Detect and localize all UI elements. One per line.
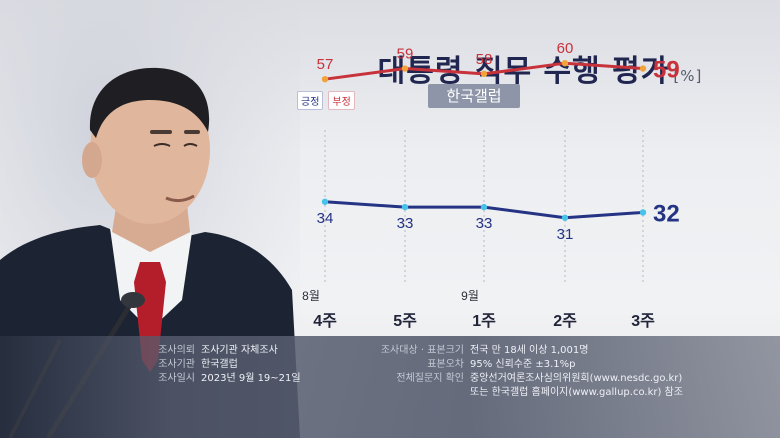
footer-row: 표본오차 95% 신뢰수준 ±3.1%p [364, 355, 576, 370]
negative-point [561, 60, 569, 67]
negative-data-label: 57 [317, 56, 334, 73]
negative-point [321, 75, 329, 83]
negative-point [639, 65, 647, 72]
unit-label: [%] [673, 67, 703, 85]
footer-key: 조사의뢰 [158, 345, 195, 356]
negative-data-label: 58 [476, 51, 493, 68]
footer-value: 2023년 9월 19~21일 [201, 373, 301, 384]
footer-row: 조사의뢰 조사기관 자체조사 [145, 341, 278, 356]
footer-row: 조사기관 한국갤럽 [145, 355, 238, 370]
legend: 긍정 부정 [297, 91, 355, 110]
negative-latest-value: 59 [653, 57, 680, 84]
chart-title: 대통령 직무 수행 평가 [%] [330, 46, 750, 90]
category-label: 2주 [553, 312, 577, 330]
month-label: 9월 [461, 289, 479, 303]
footer-row: 전체질문지 확인 중앙선거여론조사심의위원회(www.nesdc.go.kr) [364, 369, 682, 384]
category-label: 4주 [313, 312, 337, 330]
positive-point [639, 209, 647, 216]
footer-key: 조사기관 [158, 359, 195, 370]
positive-data-label: 31 [557, 226, 574, 243]
footer-row: 또는 한국갤럽 홈페이지(www.gallup.co.kr) 참조 [364, 383, 683, 398]
negative-data-label: 59 [397, 46, 414, 63]
positive-point [321, 198, 329, 205]
legend-positive: 긍정 [297, 91, 324, 110]
footer-value: 중앙선거여론조사심의위원회(www.nesdc.go.kr) [470, 373, 683, 384]
footer-key: 표본오차 [427, 359, 464, 370]
positive-data-label: 33 [476, 215, 493, 232]
footer-value: 한국갤럽 [201, 359, 238, 370]
footer-value: 또는 한국갤럽 홈페이지(www.gallup.co.kr) 참조 [470, 387, 683, 398]
category-label: 3주 [631, 312, 655, 330]
footer-key: 전체질문지 확인 [396, 373, 464, 384]
footer-key: 조사대상 · 표본크기 [380, 345, 464, 356]
chart-title-text: 대통령 직무 수행 평가 [377, 54, 670, 89]
positive-point [480, 203, 488, 211]
footer-value: 조사기관 자체조사 [201, 345, 278, 356]
month-label: 8월 [302, 289, 320, 303]
legend-negative: 부정 [328, 91, 355, 110]
source-badge: 한국갤럽 [428, 84, 520, 108]
footer-key: 조사일시 [158, 373, 195, 384]
footer-value: 95% 신뢰수준 ±3.1%p [470, 359, 576, 370]
survey-info-footer: 조사의뢰 조사기관 자체조사 조사기관 한국갤럽 조사일시 2023년 9월 19~2… [0, 336, 780, 438]
footer-value: 전국 만 18세 이상 1,001명 [470, 345, 589, 356]
positive-data-label: 33 [397, 215, 414, 232]
negative-data-label: 60 [557, 40, 574, 57]
negative-point [401, 65, 409, 72]
category-label: 5주 [393, 312, 417, 330]
positive-latest-value: 32 [653, 200, 680, 227]
footer-row: 조사대상 · 표본크기 전국 만 18세 이상 1,001명 [364, 341, 589, 356]
positive-point [561, 214, 569, 221]
positive-point [401, 203, 409, 211]
footer-row: 조사일시 2023년 9월 19~21일 [145, 369, 301, 384]
category-label: 1주 [472, 312, 496, 330]
positive-data-label: 34 [317, 210, 334, 227]
negative-point [480, 70, 488, 78]
